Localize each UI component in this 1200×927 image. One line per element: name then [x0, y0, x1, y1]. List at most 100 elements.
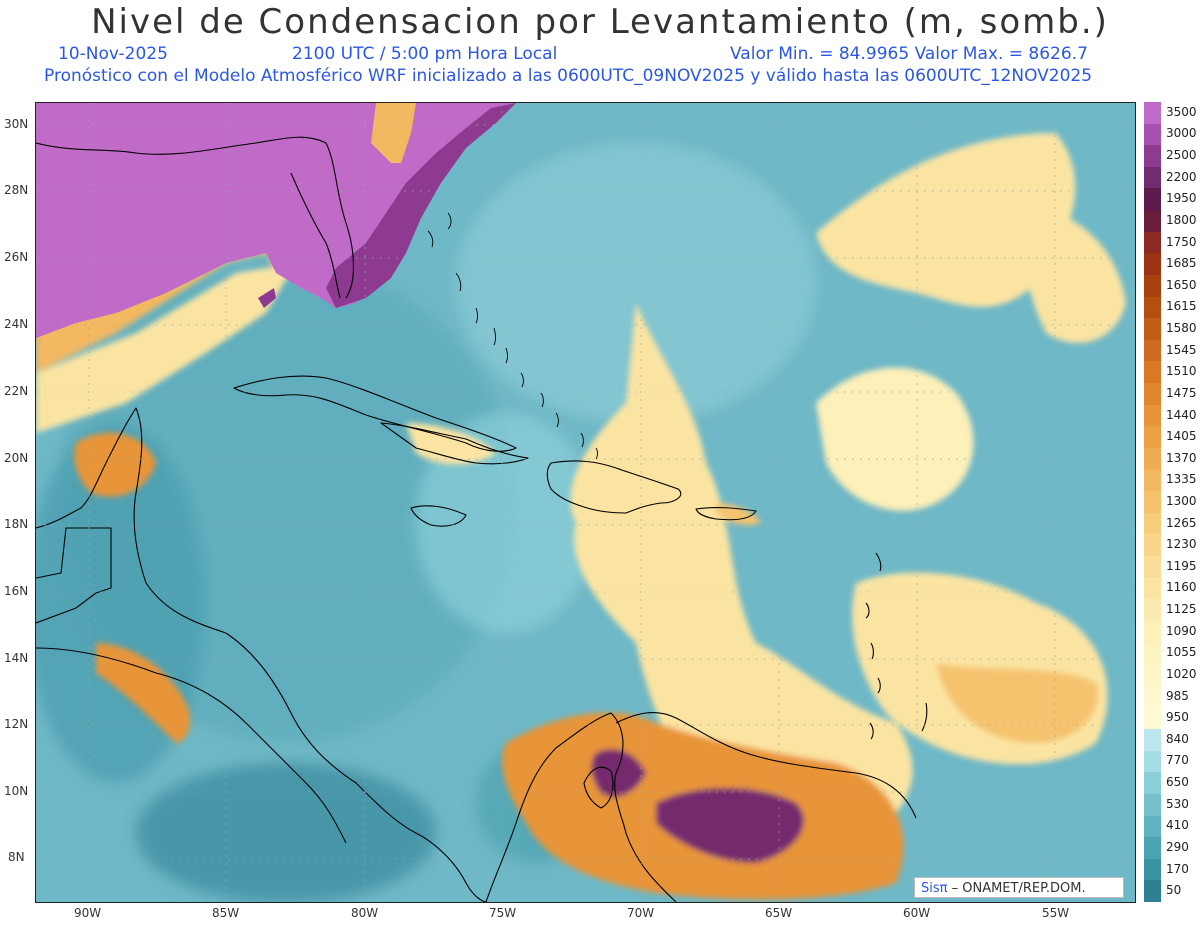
colorbar-swatch: [1144, 145, 1161, 168]
colorbar-label: 1615: [1166, 299, 1197, 314]
colorbar-label: 2200: [1166, 169, 1197, 184]
colorbar-swatch: [1144, 188, 1161, 211]
colorbar-label: 1195: [1166, 558, 1197, 573]
lat-label-24n: 24N: [4, 317, 29, 331]
colorbar-swatch: [1144, 318, 1161, 341]
lcl-field-map: [36, 103, 1135, 902]
colorbar-swatch: [1144, 253, 1161, 276]
credit-text: – ONAMET/REP.DOM.: [951, 881, 1086, 896]
colorbar-label: 1020: [1166, 666, 1197, 681]
colorbar: [1144, 102, 1161, 903]
colorbar-swatch: [1144, 577, 1161, 600]
colorbar-label: 3500: [1166, 104, 1197, 119]
lon-label-75w: 75W: [489, 906, 517, 920]
colorbar-swatch: [1144, 469, 1161, 492]
colorbar-label: 1160: [1166, 580, 1197, 595]
colorbar-swatch: [1144, 383, 1161, 406]
lon-label-80w: 80W: [351, 906, 379, 920]
colorbar-swatch: [1144, 231, 1161, 254]
colorbar-swatch: [1144, 491, 1161, 514]
colorbar-swatch: [1144, 404, 1161, 427]
colorbar-label: 1370: [1166, 450, 1197, 465]
colorbar-label: 1090: [1166, 623, 1197, 638]
lat-label-10n: 10N: [4, 784, 29, 798]
colorbar-swatch: [1144, 166, 1161, 189]
colorbar-swatch: [1144, 102, 1161, 125]
colorbar-label: 530: [1166, 796, 1189, 811]
colorbar-label: 1440: [1166, 407, 1197, 422]
colorbar-label: 1750: [1166, 234, 1197, 249]
colorbar-label: 1545: [1166, 342, 1197, 357]
colorbar-swatch: [1144, 534, 1161, 557]
colorbar-label: 1300: [1166, 494, 1197, 508]
colorbar-label: 1475: [1166, 385, 1197, 400]
colorbar-label: 1230: [1166, 537, 1197, 552]
colorbar-label: 170: [1166, 861, 1189, 876]
colorbar-swatch: [1144, 837, 1161, 860]
lat-label-18n: 18N: [4, 517, 29, 531]
colorbar-label: 2500: [1166, 148, 1197, 163]
forecast-note: Pronóstico con el Modelo Atmosférico WRF…: [44, 66, 1093, 86]
lon-label-90w: 90W: [74, 906, 102, 920]
lat-label-14n: 14N: [4, 651, 29, 665]
colorbar-label: 290: [1166, 839, 1189, 854]
colorbar-swatch: [1144, 599, 1161, 622]
lat-label-8n: 8N: [8, 850, 25, 864]
colorbar-label: 840: [1166, 731, 1189, 746]
colorbar-swatch: [1144, 858, 1161, 881]
colorbar-swatch: [1144, 772, 1161, 795]
colorbar-swatch: [1144, 512, 1161, 535]
colorbar-label: 410: [1166, 818, 1189, 833]
lat-label-30n: 30N: [4, 117, 29, 131]
lat-label-28n: 28N: [4, 183, 29, 197]
lon-label-85w: 85W: [212, 906, 240, 920]
colorbar-label: 1580: [1166, 321, 1197, 336]
lat-label-22n: 22N: [4, 384, 29, 398]
colorbar-label: 1950: [1166, 191, 1197, 206]
lat-label-12n: 12N: [4, 717, 29, 731]
colorbar-swatch: [1144, 556, 1161, 579]
colorbar-swatch: [1144, 664, 1161, 687]
colorbar-swatch: [1144, 620, 1161, 644]
colorbar-swatch: [1144, 729, 1161, 752]
colorbar-swatch: [1144, 339, 1161, 362]
colorbar-label: 50: [1166, 883, 1182, 898]
colorbar-label: 1335: [1166, 472, 1197, 487]
colorbar-label: 1055: [1166, 645, 1197, 660]
colorbar-swatch: [1144, 642, 1161, 665]
credit-box: Sisπ – ONAMET/REP.DOM.: [914, 877, 1124, 898]
lon-label-55w: 55W: [1042, 906, 1070, 920]
map-panel: [35, 102, 1136, 903]
colorbar-swatch: [1144, 750, 1161, 773]
time-label: 2100 UTC / 5:00 pm Hora Local: [292, 44, 558, 64]
colorbar-label: 1685: [1166, 256, 1197, 271]
lat-label-16n: 16N: [4, 584, 29, 598]
map-title: Nivel de Condensacion por Levantamiento …: [91, 2, 1109, 42]
colorbar-swatch: [1144, 296, 1161, 319]
colorbar-swatch: [1144, 880, 1161, 903]
min-max-label: Valor Min. = 84.9965 Valor Max. = 8626.7: [730, 44, 1088, 64]
colorbar-label: 3000: [1166, 126, 1197, 141]
colorbar-swatch: [1144, 815, 1161, 838]
colorbar-label: 650: [1166, 775, 1189, 790]
date-label: 10-Nov-2025: [58, 44, 168, 64]
colorbar-label: 1405: [1166, 429, 1197, 444]
lon-label-65w: 65W: [765, 906, 793, 920]
colorbar-label: 985: [1166, 688, 1189, 703]
colorbar-swatch: [1144, 707, 1161, 730]
lat-label-26n: 26N: [4, 250, 29, 264]
colorbar-label: 1510: [1166, 364, 1197, 379]
sispi-logo-text: Sisπ: [921, 881, 948, 896]
lon-label-60w: 60W: [903, 906, 931, 920]
colorbar-swatch: [1144, 426, 1161, 449]
colorbar-label: 1265: [1166, 515, 1197, 530]
colorbar-swatch: [1144, 274, 1161, 298]
colorbar-swatch: [1144, 210, 1161, 233]
colorbar-swatch: [1144, 123, 1161, 146]
lon-label-70w: 70W: [627, 906, 655, 920]
colorbar-label: 1125: [1166, 602, 1197, 617]
lat-label-20n: 20N: [4, 451, 29, 465]
colorbar-label: 1800: [1166, 212, 1197, 227]
colorbar-label: 770: [1166, 753, 1189, 768]
colorbar-swatch: [1144, 685, 1161, 708]
